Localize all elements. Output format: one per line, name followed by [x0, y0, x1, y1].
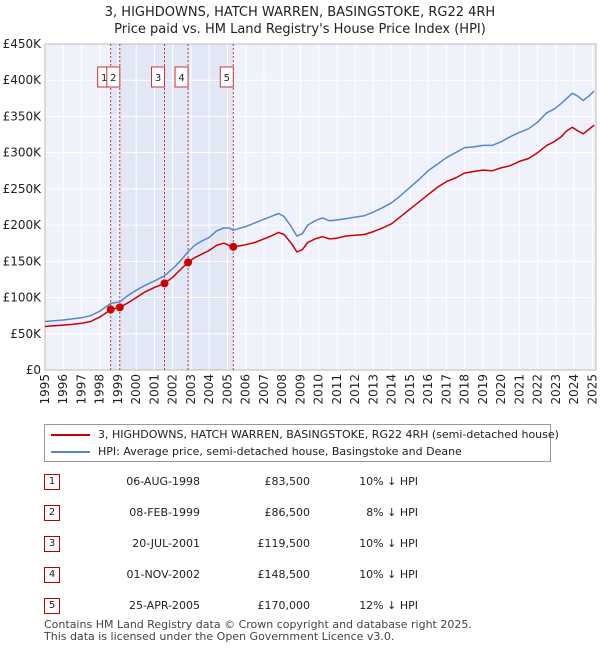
x-tick-label: 1998 — [93, 374, 107, 405]
sale-label-number: 2 — [110, 73, 116, 84]
sale-date: 25-APR-2005 — [128, 599, 200, 612]
sale-row: 1 06-AUG-1998 £83,500 10% ↓ HPI — [44, 472, 444, 492]
legend-item-property: 3, HIGHDOWNS, HATCH WARREN, BASINGSTOKE,… — [51, 427, 559, 443]
y-tick-label: £50K — [10, 327, 42, 341]
legend-swatch-hpi — [51, 451, 90, 453]
x-tick-label: 2001 — [147, 374, 161, 405]
sale-label-box — [174, 66, 189, 88]
property-price-line — [44, 124, 595, 328]
sale-hpi-diff: 10% ↓ HPI — [359, 568, 418, 581]
sale-row: 2 08-FEB-1999 £86,500 8% ↓ HPI — [44, 503, 444, 523]
chart-subtitle: Price paid vs. HM Land Registry's House … — [114, 22, 486, 37]
sale-price: £119,500 — [257, 537, 311, 550]
x-tick-label: 2006 — [239, 374, 253, 405]
sale-hpi-diff: 10% ↓ HPI — [359, 475, 418, 488]
sale-number-badge: 3 — [44, 536, 60, 552]
sale-label-number: 1 — [101, 73, 107, 84]
y-tick-label: £0 — [26, 363, 41, 377]
x-tick-label: 2004 — [202, 374, 216, 405]
x-tick-label: 2020 — [494, 374, 508, 405]
y-tick-label: £200K — [3, 218, 43, 232]
sale-label-box — [106, 66, 121, 88]
x-tick-label: 2025 — [585, 374, 599, 405]
sale-point — [160, 279, 169, 288]
x-tick-label: 2015 — [403, 374, 417, 405]
x-tick-label: 2000 — [129, 374, 143, 405]
legend-label-property: 3, HIGHDOWNS, HATCH WARREN, BASINGSTOKE,… — [98, 428, 559, 441]
x-tick-label: 2008 — [275, 374, 289, 405]
y-tick-label: £300K — [3, 146, 43, 160]
x-tick-label: 2002 — [166, 374, 180, 405]
x-tick-label: 2012 — [348, 374, 362, 405]
x-tick-label: 2013 — [366, 374, 380, 405]
y-tick-label: £250K — [3, 182, 43, 196]
sale-date: 06-AUG-1998 — [126, 475, 200, 488]
sale-number-badge: 5 — [44, 598, 60, 614]
x-tick-label: 2005 — [220, 374, 234, 405]
sale-row: 5 25-APR-2005 £170,000 12% ↓ HPI — [44, 596, 444, 616]
chart-title: 3, HIGHDOWNS, HATCH WARREN, BASINGSTOKE,… — [104, 5, 496, 20]
y-tick-label: £450K — [3, 37, 43, 51]
x-tick-label: 2016 — [421, 374, 435, 405]
sale-row: 3 20-JUL-2001 £119,500 10% ↓ HPI — [44, 534, 444, 554]
sale-date: 08-FEB-1999 — [129, 506, 200, 519]
chart-legend: 3, HIGHDOWNS, HATCH WARREN, BASINGSTOKE,… — [44, 424, 559, 462]
y-tick-label: £150K — [3, 254, 43, 268]
sale-number-badge: 1 — [44, 474, 60, 490]
sale-hpi-diff: 12% ↓ HPI — [359, 599, 418, 612]
hpi-line — [44, 90, 595, 323]
x-tick-label: 1997 — [74, 374, 88, 405]
sale-price: £86,500 — [264, 506, 311, 519]
x-tick-label: 2014 — [385, 374, 399, 405]
sale-price: £148,500 — [257, 568, 311, 581]
x-tick-label: 2003 — [184, 374, 198, 405]
sale-label-box — [219, 66, 234, 88]
sale-hpi-diff: 10% ↓ HPI — [359, 537, 418, 550]
sale-price: £170,000 — [257, 599, 311, 612]
sale-price: £83,500 — [264, 475, 311, 488]
sale-date: 20-JUL-2001 — [132, 537, 200, 550]
legend-swatch-property — [51, 434, 90, 436]
x-tick-label: 2024 — [567, 374, 581, 405]
x-tick-label: 2021 — [512, 374, 526, 405]
x-tick-label: 1996 — [56, 374, 70, 405]
y-tick-label: £350K — [3, 109, 43, 123]
footer-line-copyright: Contains HM Land Registry data © Crown c… — [44, 618, 472, 631]
x-tick-label: 2010 — [312, 374, 326, 405]
footer-line-licence: This data is licensed under the Open Gov… — [44, 630, 395, 643]
plot-border — [44, 43, 597, 371]
x-tick-label: 2017 — [439, 374, 453, 405]
x-tick-label: 2009 — [293, 374, 307, 405]
sale-point — [115, 303, 124, 312]
sale-label-number: 5 — [224, 73, 230, 84]
footer-attribution: Contains HM Land Registry data © Crown c… — [44, 619, 472, 643]
legend-label-hpi: HPI: Average price, semi-detached house,… — [98, 445, 462, 458]
x-tick-label: 1999 — [111, 374, 125, 405]
sale-row: 4 01-NOV-2002 £148,500 10% ↓ HPI — [44, 565, 444, 585]
x-tick-label: 2007 — [257, 374, 271, 405]
sale-point — [106, 305, 115, 314]
sale-date: 01-NOV-2002 — [126, 568, 200, 581]
sale-point — [229, 242, 238, 251]
x-tick-label: 2022 — [531, 374, 545, 405]
x-tick-label: 2018 — [458, 374, 472, 405]
sales-period-band — [110, 44, 234, 370]
x-tick-label: 2023 — [549, 374, 563, 405]
sale-hpi-diff: 8% ↓ HPI — [366, 506, 418, 519]
sale-label-number: 3 — [155, 73, 161, 84]
sale-label-number: 4 — [178, 73, 184, 84]
sale-point — [184, 258, 193, 267]
chart-title-block: 3, HIGHDOWNS, HATCH WARREN, BASINGSTOKE,… — [0, 4, 600, 38]
legend-item-hpi: HPI: Average price, semi-detached house,… — [51, 444, 462, 460]
x-tick-label: 2011 — [330, 374, 344, 405]
sale-number-badge: 4 — [44, 567, 60, 583]
y-tick-label: £100K — [3, 291, 43, 305]
x-tick-label: 2019 — [476, 374, 490, 405]
x-tick-label: 1995 — [38, 374, 52, 405]
sale-label-box — [151, 66, 166, 88]
y-tick-label: £400K — [3, 73, 43, 87]
sale-number-badge: 2 — [44, 505, 60, 521]
